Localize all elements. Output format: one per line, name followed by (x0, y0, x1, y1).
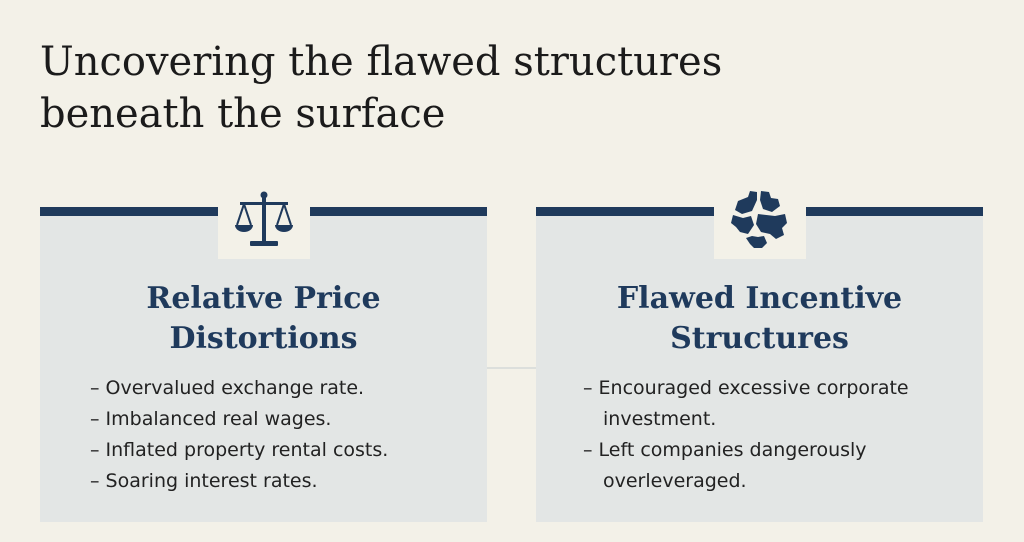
connector (487, 367, 536, 369)
icon-box (218, 179, 310, 259)
icon-box (714, 179, 806, 259)
item: – Left companies dangerously overleverag… (583, 439, 867, 492)
item: – Imbalanced real wages. (90, 408, 332, 430)
item: – Encouraged excessive corporate investm… (583, 377, 909, 430)
item: – Soaring interest rates. (90, 470, 318, 492)
title: Uncovering the flawed structures beneath… (40, 39, 723, 137)
card: Flawed Incentive Structures – Encouraged… (536, 179, 983, 522)
card-heading: Flawed Incentive Structures (616, 281, 903, 356)
item-list: – Overvalued exchange rate. – Imbalanced… (90, 373, 450, 497)
scales-icon (235, 191, 293, 246)
item: – Inflated property rental costs. (90, 439, 389, 461)
card-heading: Relative Price Distortions (146, 281, 381, 356)
card: Relative Price Distortions – Overvalued … (40, 179, 487, 522)
item: – Overvalued exchange rate. (90, 377, 365, 399)
broken-gear-icon (731, 191, 787, 248)
item-list: – Encouraged excessive corporate investm… (583, 373, 913, 497)
